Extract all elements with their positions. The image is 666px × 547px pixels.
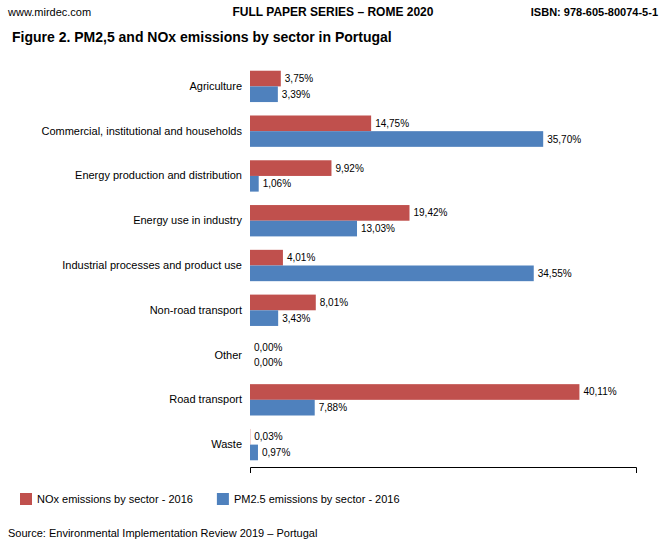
data-label: 13,03% [361, 223, 395, 234]
data-label: 40,11% [583, 386, 616, 397]
title: Figure 2. PM2,5 and NOx emissions by sec… [12, 29, 392, 45]
plot-area: Waste Road transport Other Non-road transpo… [41, 71, 636, 473]
y-tick-label: Commercial, institutional and households [41, 125, 242, 137]
y-tick: Road transport [169, 393, 242, 405]
series [250, 71, 579, 445]
y-tick-label: Road transport [169, 393, 242, 405]
data-labels: 0,03% 40,11% 0,00% 8,01% 4,01% 19,42% 9,92% 14,… [254, 73, 617, 458]
bar [250, 250, 283, 266]
bar [250, 445, 258, 461]
data-label: 4,01% [287, 252, 315, 263]
bar [250, 384, 579, 400]
annotation: ISBN: 978-605-80074-5-1 [531, 6, 658, 18]
y-tick-label: Other [214, 349, 242, 361]
annotation: FULL PAPER SERIES – ROME 2020 [233, 5, 434, 19]
legend: NOx emissions by sector - 2016 PM2.5 emis… [20, 493, 400, 505]
bar [250, 310, 278, 326]
annotation: www.mirdec.com [7, 6, 91, 18]
y-tick-label: Energy production and distribution [75, 169, 242, 181]
bar [250, 160, 331, 176]
legend-item: NOx emissions by sector - 2016 [20, 493, 193, 505]
y-tick: Other [214, 349, 242, 361]
x-axis [251, 468, 637, 474]
data-label: 3,75% [285, 73, 313, 84]
data-label: 9,92% [335, 163, 363, 174]
y-tick-label: Agriculture [189, 80, 242, 92]
legend-swatch [217, 493, 229, 505]
data-label: 0,03% [254, 431, 282, 442]
y-tick: Waste [211, 438, 242, 450]
data-label: 34,55% [538, 268, 572, 279]
data-label: 3,43% [282, 313, 310, 324]
y-tick: Agriculture [189, 80, 242, 92]
data-label: 7,88% [319, 402, 347, 413]
data-label: 35,70% [547, 134, 581, 145]
y-tick: Non-road transport [150, 304, 242, 316]
data-label: 0,00% [254, 342, 282, 353]
bar [250, 266, 534, 282]
y-tick: Industrial processes and product use [62, 259, 242, 271]
data-label: 19,42% [413, 207, 447, 218]
bar [250, 429, 251, 445]
y-tick-label: Energy use in industry [133, 214, 242, 226]
bars [250, 71, 579, 461]
bar [250, 176, 259, 192]
data-label: 1,06% [263, 178, 291, 189]
data-label: 14,75% [375, 118, 409, 129]
bar [250, 339, 251, 355]
bar [250, 295, 316, 311]
bar [250, 71, 281, 87]
y-tick: Energy use in industry [133, 214, 242, 226]
chart: www.mirdec.com FULL PAPER SERIES – ROME 2… [0, 0, 666, 547]
bar [250, 221, 357, 237]
y-tick: Energy production and distribution [75, 169, 242, 181]
bar [250, 115, 371, 131]
y-axis: Waste Road transport Other Non-road transpo… [41, 80, 242, 450]
data-label: 8,01% [320, 297, 348, 308]
bar [250, 355, 251, 371]
bar [250, 131, 543, 147]
y-tick-label: Non-road transport [150, 304, 242, 316]
legend-item: PM2.5 emissions by sector - 2016 [217, 493, 400, 505]
data-label: 0,00% [254, 357, 282, 368]
x-axis-line [251, 468, 637, 474]
y-tick-label: Waste [211, 438, 242, 450]
data-label: 3,39% [282, 89, 310, 100]
legend-label: PM2.5 emissions by sector - 2016 [234, 493, 400, 505]
legend-label: NOx emissions by sector - 2016 [37, 493, 193, 505]
y-tick-label: Industrial processes and product use [62, 259, 242, 271]
bar [250, 86, 278, 102]
series [250, 86, 543, 460]
bar [250, 400, 315, 416]
annotation: Source: Environmental Implementation Rev… [8, 527, 317, 539]
data-label: 0,97% [262, 447, 290, 458]
y-tick: Commercial, institutional and households [41, 125, 242, 137]
legend-swatch [20, 493, 32, 505]
bar [250, 205, 409, 221]
